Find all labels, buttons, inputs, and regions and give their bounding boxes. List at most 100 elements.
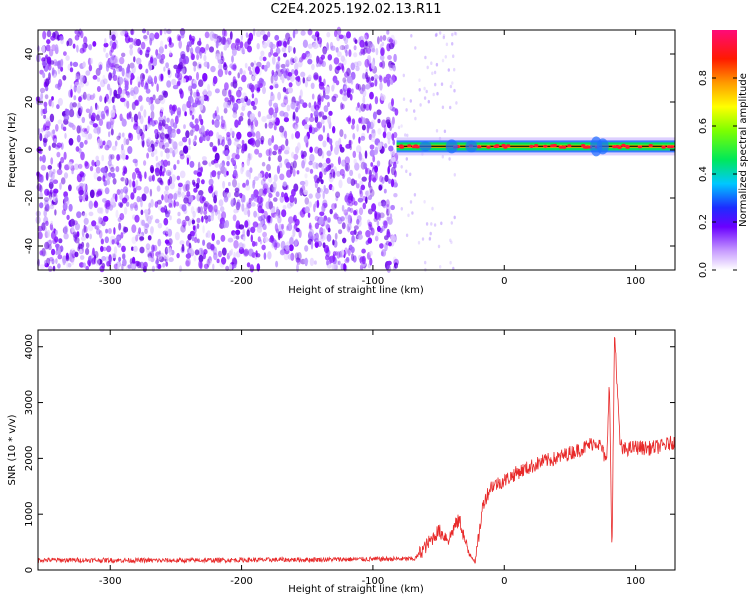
noise-speck <box>273 102 278 109</box>
x-tick-label: -100 <box>362 576 385 587</box>
noise-speck <box>346 76 353 84</box>
noise-speck <box>106 179 111 186</box>
noise-speck <box>283 117 289 123</box>
noise-speck <box>272 181 277 188</box>
noise-speck <box>228 89 232 98</box>
noise-speck <box>156 199 162 205</box>
noise-speck <box>120 148 125 156</box>
noise-speck <box>364 150 368 159</box>
noise-speck <box>249 113 256 121</box>
noise-speck <box>68 122 74 128</box>
noise-speck <box>105 199 111 207</box>
noise-speck <box>273 144 279 151</box>
noise-speck <box>151 265 155 272</box>
noise-speck <box>293 214 297 222</box>
colorbar-tick-label: 0.4 <box>698 166 709 182</box>
noise-speck <box>331 84 335 92</box>
noise-speck <box>42 30 47 40</box>
noise-speck <box>162 144 166 150</box>
noise-speck <box>351 124 355 130</box>
noise-speck <box>182 145 188 154</box>
noise-speck <box>336 51 342 58</box>
noise-speck <box>171 139 174 146</box>
noise-speck <box>310 241 314 250</box>
noise-speck <box>230 199 235 207</box>
noise-speck <box>430 61 433 65</box>
noise-speck <box>239 41 244 49</box>
noise-speck <box>90 105 93 114</box>
noise-speck <box>361 176 367 182</box>
noise-speck <box>196 193 201 202</box>
noise-speck <box>205 43 210 51</box>
snr-x-label: Height of straight line (km) <box>288 584 424 595</box>
noise-speck <box>356 123 359 132</box>
noise-speck <box>285 32 291 41</box>
noise-speck <box>312 42 319 50</box>
noise-speck <box>131 236 137 244</box>
noise-speck <box>247 209 251 218</box>
noise-speck <box>287 87 293 94</box>
noise-speck <box>55 258 58 264</box>
noise-speck <box>231 257 237 266</box>
noise-speck <box>228 192 231 198</box>
noise-speck <box>207 215 212 222</box>
noise-speck <box>259 55 263 62</box>
noise-speck <box>290 57 294 63</box>
noise-speck <box>104 38 107 44</box>
noise-speck <box>89 189 95 199</box>
noise-speck <box>135 179 139 187</box>
noise-speck <box>143 35 149 42</box>
noise-speck <box>185 180 191 188</box>
noise-speck <box>223 45 228 51</box>
noise-speck <box>143 261 148 269</box>
noise-speck <box>244 220 249 228</box>
noise-speck <box>314 222 319 230</box>
noise-speck <box>106 139 112 149</box>
noise-speck <box>340 216 345 222</box>
noise-speck <box>56 151 61 158</box>
noise-speck <box>96 86 101 92</box>
noise-speck <box>106 261 111 267</box>
noise-speck <box>342 77 347 83</box>
noise-speck <box>303 156 307 165</box>
noise-speck <box>282 40 287 48</box>
noise-speck <box>97 216 102 224</box>
noise-speck <box>147 115 151 125</box>
noise-speck <box>453 31 457 36</box>
noise-speck <box>143 160 147 166</box>
noise-speck <box>278 223 284 232</box>
noise-speck <box>327 217 331 223</box>
noise-speck <box>146 152 150 159</box>
line-peak-dot <box>494 144 500 148</box>
noise-speck <box>85 248 90 255</box>
noise-speck <box>369 144 375 150</box>
line-peak-dot <box>637 145 643 149</box>
noise-speck <box>372 155 376 163</box>
noise-speck <box>178 61 184 70</box>
noise-speck <box>92 41 97 47</box>
noise-speck <box>272 205 276 213</box>
noise-speck <box>360 103 366 112</box>
noise-speck <box>167 69 171 76</box>
noise-speck <box>352 150 357 158</box>
noise-speck <box>308 201 312 208</box>
noise-speck <box>107 228 112 234</box>
snr-y-label: SNR (10 * v/v) <box>7 414 18 485</box>
noise-speck <box>160 53 166 60</box>
noise-speck <box>315 191 321 200</box>
noise-speck <box>164 134 169 140</box>
noise-speck <box>227 237 234 243</box>
noise-speck <box>62 202 68 211</box>
noise-speck <box>187 145 191 151</box>
noise-speck <box>449 84 453 89</box>
noise-speck <box>358 207 364 216</box>
noise-speck <box>207 90 212 97</box>
noise-speck <box>426 65 429 70</box>
x-tick-label: 100 <box>626 276 645 287</box>
noise-speck <box>147 208 151 215</box>
noise-speck <box>272 239 278 248</box>
colorbar-tick-label: 0.0 <box>698 262 709 278</box>
noise-speck <box>75 146 80 152</box>
noise-speck <box>195 91 200 97</box>
noise-speck <box>256 30 262 38</box>
